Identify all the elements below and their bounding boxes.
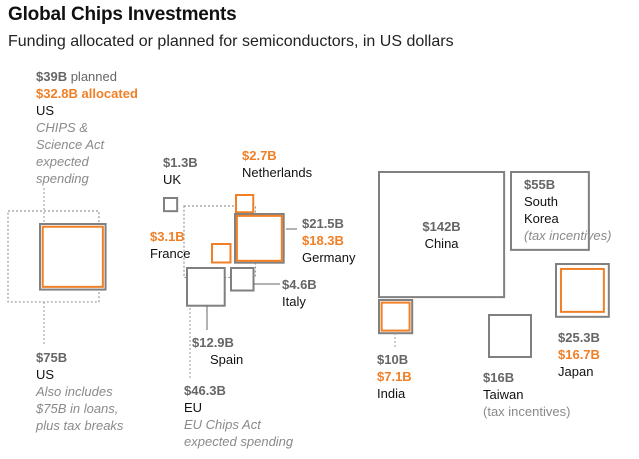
us-total-note-1: $75B in loans,: [35, 401, 118, 416]
germany-allocated-square: [235, 214, 283, 262]
germany-allocated-label: $18.3B: [302, 233, 344, 248]
uk-value-label: $1.3B: [163, 155, 198, 170]
south-korea-country-label-1: Korea: [524, 211, 559, 226]
japan-allocated-square: [559, 267, 605, 313]
france-square: [211, 243, 232, 264]
taiwan-note-0: (tax incentives): [483, 404, 570, 419]
us-total-value-label: $75B: [36, 350, 67, 365]
eu-country-label: EU: [184, 400, 202, 415]
india-country-label: India: [377, 386, 406, 401]
eu-note-1: expected spending: [184, 434, 294, 449]
uk-country-label: UK: [163, 172, 181, 187]
us-total-note-0: Also includes: [35, 384, 113, 399]
japan-planned-label: $25.3B: [558, 330, 600, 345]
uk-square: [163, 197, 179, 213]
south-korea-value-label: $55B: [524, 177, 555, 192]
us-chips-note-3: spending: [36, 171, 90, 186]
china-square: [378, 171, 506, 299]
netherlands-country-label: Netherlands: [242, 165, 313, 180]
chart-title: Global Chips Investments: [8, 4, 237, 25]
us-country-label: US: [36, 103, 54, 118]
us-chips-note-0: CHIPS &: [36, 120, 88, 135]
germany-planned-label: $21.5B: [302, 216, 344, 231]
eu-value-label: $46.3B: [184, 383, 226, 398]
netherlands-value-label: $2.7B: [242, 148, 277, 163]
italy-square: [230, 267, 255, 292]
india-planned-label: $10B: [377, 352, 408, 367]
us-allocated-square: [41, 225, 104, 288]
china-country-label: China: [425, 236, 460, 251]
netherlands-square: [235, 194, 255, 214]
france-country-label: France: [150, 246, 190, 261]
spain-square: [186, 267, 226, 307]
japan-allocated-label: $16.7B: [558, 347, 600, 362]
india-allocated-square: [380, 301, 411, 332]
us-chips-note-1: Science Act: [36, 137, 106, 152]
chart-subtitle: Funding allocated or planned for semicon…: [8, 33, 454, 50]
france-value-label: $3.1B: [150, 229, 185, 244]
us-allocated-label: $32.8B allocated: [36, 86, 138, 101]
taiwan-value-label: $16B: [483, 370, 514, 385]
us-total-country-label: US: [36, 367, 54, 382]
italy-value-label: $4.6B: [282, 277, 317, 292]
south-korea-note-0: (tax incentives): [524, 228, 611, 243]
south-korea-country-label-0: South: [524, 194, 558, 209]
taiwan-country-label: Taiwan: [483, 387, 523, 402]
taiwan-square: [488, 314, 532, 358]
us-planned-label: $39B planned: [36, 69, 117, 84]
eu-note-0: EU Chips Act: [184, 417, 262, 432]
china-value-label: $142B: [422, 219, 460, 234]
spain-value-label: $12.9B: [192, 335, 234, 350]
south-korea-square: [510, 171, 590, 251]
india-allocated-label: $7.1B: [377, 369, 412, 384]
us-chips-note-2: expected: [36, 154, 90, 169]
spain-country-label: Spain: [210, 352, 243, 367]
us-total-note-2: plus tax breaks: [35, 418, 124, 433]
japan-country-label: Japan: [558, 364, 593, 379]
italy-country-label: Italy: [282, 294, 306, 309]
germany-country-label: Germany: [302, 250, 356, 265]
